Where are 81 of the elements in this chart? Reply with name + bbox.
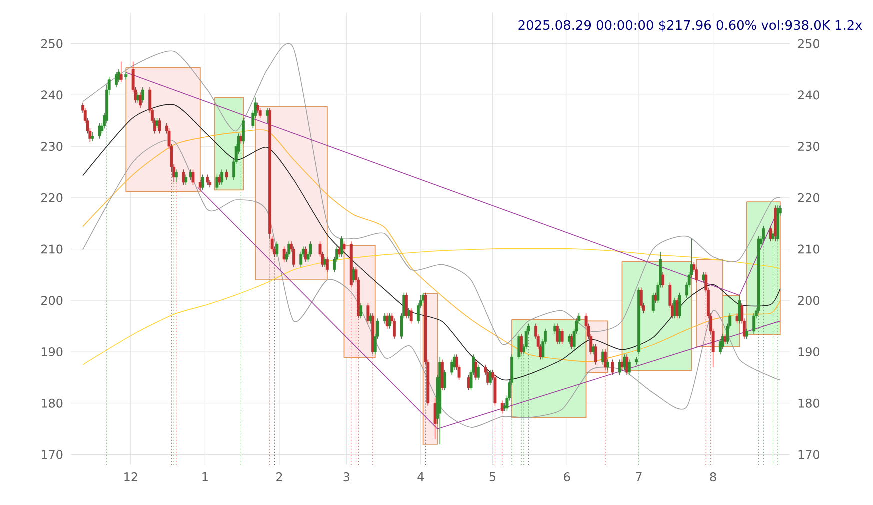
candlestick: [434, 398, 437, 440]
candlestick: [405, 292, 408, 319]
candlestick: [156, 118, 159, 129]
candlestick: [225, 169, 228, 180]
y2-tick-label: 200: [798, 296, 820, 306]
y-tick-label: 180: [42, 398, 63, 408]
candlestick: [611, 359, 614, 376]
candlestick: [738, 295, 742, 324]
y-tick-label: 240: [42, 90, 63, 100]
candlestick: [628, 359, 631, 376]
candlestick: [702, 272, 706, 284]
candlestick: [560, 328, 564, 345]
x-tick-label: 3: [344, 472, 350, 482]
y-tick-label: 170: [42, 450, 63, 460]
y2-tick-label: 170: [798, 450, 820, 460]
candlestick: [141, 87, 144, 104]
candlestick: [98, 123, 102, 140]
y-tick-label: 200: [42, 296, 63, 306]
candlestick: [174, 169, 178, 183]
line-series: [82, 104, 781, 380]
y2-tick-label: 210: [798, 244, 820, 254]
candlestick: [500, 400, 504, 414]
candlestick: [184, 174, 188, 186]
line-series: [82, 130, 781, 362]
candlestick: [218, 174, 222, 186]
candlestick: [652, 292, 655, 314]
candlestick: [366, 302, 370, 324]
y-tick-label: 220: [42, 193, 63, 202]
candlestick: [360, 302, 362, 319]
x-tick-label: 5: [490, 472, 496, 482]
y-tick-label: 250: [42, 39, 63, 48]
candlestick: [745, 328, 748, 340]
candlestick: [340, 236, 344, 258]
y2-tick-label: 230: [798, 142, 820, 152]
candlestick: [554, 323, 557, 334]
y2-tick-label: 240: [798, 90, 820, 100]
candlestick: [242, 118, 246, 144]
candlestick: [182, 169, 186, 186]
candlestick: [342, 241, 346, 252]
x-tick-label: 8: [710, 472, 716, 482]
x-tick-label: 12: [124, 472, 138, 482]
candlestick: [282, 246, 286, 262]
x-tick-label: 7: [636, 472, 642, 482]
candlestick: [606, 359, 610, 370]
line-series: [82, 140, 781, 428]
line-series: [82, 248, 781, 366]
candlestick: [91, 132, 94, 142]
candlestick: [369, 313, 372, 324]
candlestick: [443, 370, 446, 391]
candlestick: [604, 349, 607, 370]
y2-tick-label: 250: [798, 39, 820, 48]
candlestick: [324, 256, 327, 268]
candlestick: [662, 272, 664, 288]
x-tick-label: 4: [418, 472, 424, 482]
candlestick: [594, 344, 598, 366]
candlestick: [139, 92, 142, 108]
y-tick-label: 190: [42, 347, 63, 357]
candlestick: [736, 313, 739, 324]
candlestick: [220, 169, 224, 186]
candlestick: [276, 241, 279, 258]
x-tick-label: 2: [276, 472, 282, 482]
candlestick: [678, 292, 682, 319]
text: 2025.08.29 00:00:00 $217.96 0.60% vol:938.0K 1.2x: [518, 20, 862, 32]
y-tick-label: 210: [42, 244, 63, 254]
candlestick: [115, 72, 118, 88]
candlestick: [618, 359, 622, 376]
y-tick-label: 230: [42, 142, 63, 152]
candlestick: [192, 169, 195, 186]
candlestick: [518, 334, 521, 360]
x-tick-label: 1: [202, 472, 208, 482]
candlestick: [410, 308, 413, 324]
candlestick: [556, 323, 559, 345]
candlestick: [654, 292, 658, 304]
candlestick: [626, 354, 628, 376]
y2-tick-label: 190: [798, 347, 820, 357]
y2-tick-label: 220: [798, 193, 820, 202]
candlestick: [206, 174, 210, 186]
candlestick: [476, 364, 480, 381]
y2-tick-label: 180: [798, 398, 820, 408]
x-tick-label: 6: [564, 472, 570, 482]
candlestick: [216, 174, 219, 191]
